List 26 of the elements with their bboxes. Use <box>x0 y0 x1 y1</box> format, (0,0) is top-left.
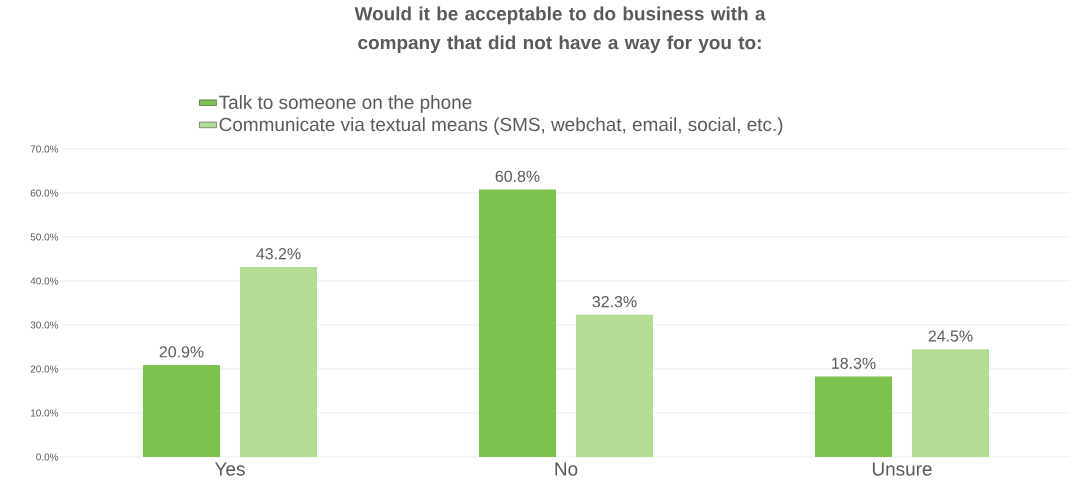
bar <box>478 189 556 457</box>
y-tick-label: 70.0% <box>30 145 59 153</box>
y-tick-label: 50.0% <box>30 233 59 241</box>
bar <box>911 349 989 457</box>
y-tick-label: 30.0% <box>30 321 59 329</box>
bar <box>240 266 318 457</box>
legend-label: Talk to someone on the phone <box>219 95 472 113</box>
y-tick-label: 0.0% <box>36 453 59 461</box>
data-label: 43.2% <box>256 248 301 260</box>
y-tick-label: 10.0% <box>31 409 59 417</box>
x-tick-label: No <box>555 462 578 476</box>
data-label: 32.3% <box>592 296 637 308</box>
data-label: 18.3% <box>832 357 876 369</box>
y-tick-label: 60.0% <box>30 189 59 197</box>
chart-title: Would it be acceptable to do business with a company that did not have a way for you to: <box>354 6 766 54</box>
bar <box>814 376 892 457</box>
data-label: 24.5% <box>928 330 973 342</box>
bar <box>576 314 653 457</box>
x-tick-label: Yes <box>214 462 245 476</box>
data-label: 20.9% <box>159 346 204 358</box>
bar <box>143 365 220 457</box>
y-tick-label: 40.0% <box>30 277 59 285</box>
legend-label: Communicate via textual means (SMS, webchat, email, social, etc.) <box>219 117 783 135</box>
y-tick-label: 20.0% <box>30 365 59 373</box>
x-tick-label: Unsure <box>872 462 932 476</box>
data-label: 60.8% <box>495 170 540 182</box>
